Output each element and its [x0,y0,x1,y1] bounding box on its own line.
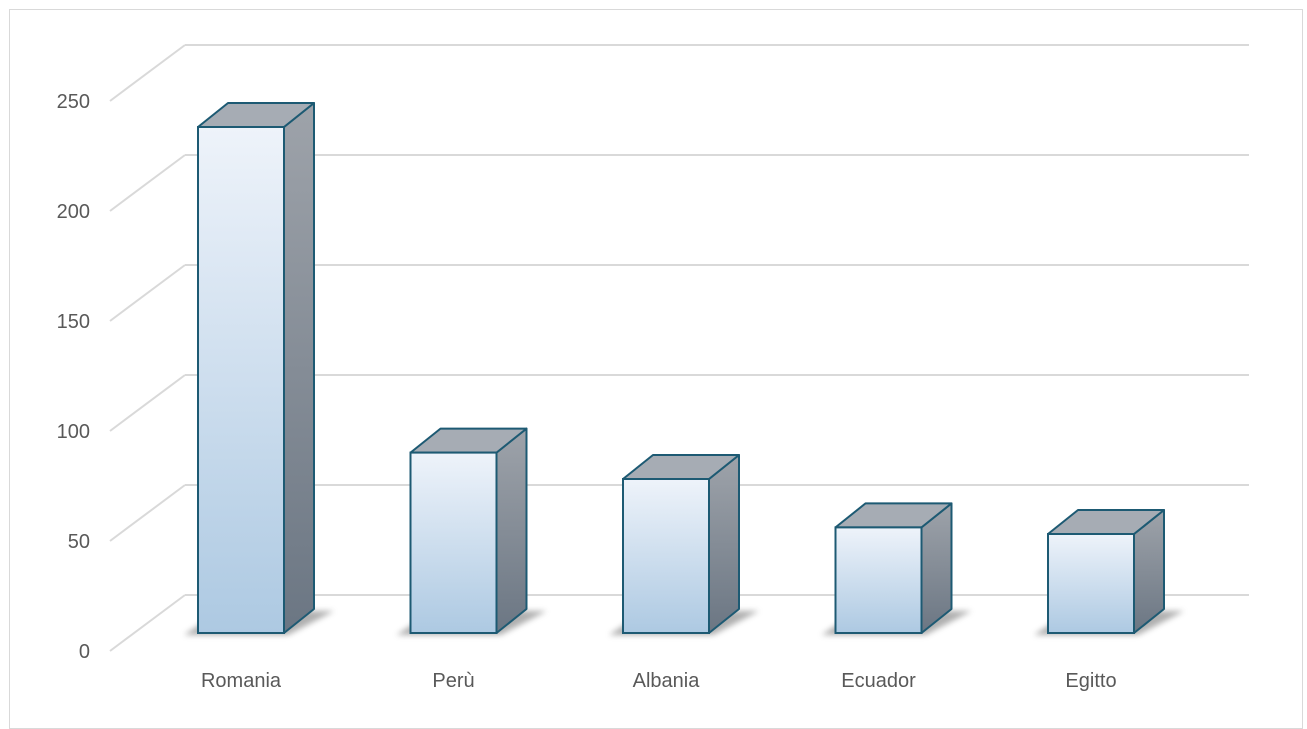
bar [609,454,759,635]
y-tick-label: 0 [79,641,90,663]
gridline [109,374,1249,432]
y-tick-label: 50 [68,531,90,553]
y-tick-label: 200 [57,201,90,223]
y-axis-ticks: 0 50 100 150 200 250 [57,91,90,663]
x-tick-label: Albania [633,670,701,692]
x-tick-label: Ecuador [841,670,916,692]
bar-chart: 0 50 100 150 200 250 Romania Perù Albania Ecuado… [57,44,1249,692]
x-tick-label: Perù [432,670,474,692]
bars [184,102,1184,635]
x-tick-label: Romania [201,670,282,692]
gridline [109,44,1249,102]
y-tick-label: 150 [57,311,90,333]
bar-front-face [1047,533,1135,634]
bar-side-face [708,454,740,634]
bar-front-face [834,526,923,635]
bar [184,102,334,635]
bar-front-face [197,126,285,634]
bar-side-face [495,427,528,634]
bar-front-face [622,478,710,634]
x-axis-ticks: Romania Perù Albania Ecuador Egitto [201,670,1117,692]
bar-front-face [409,451,498,634]
gridline [109,154,1249,212]
y-tick-label: 100 [57,421,90,443]
bar-side-face [283,102,315,634]
bar [1034,509,1184,635]
gridline [109,264,1249,322]
bar [821,502,972,635]
bar [396,427,547,635]
y-tick-label: 250 [57,91,90,113]
x-tick-label: Egitto [1065,670,1116,692]
